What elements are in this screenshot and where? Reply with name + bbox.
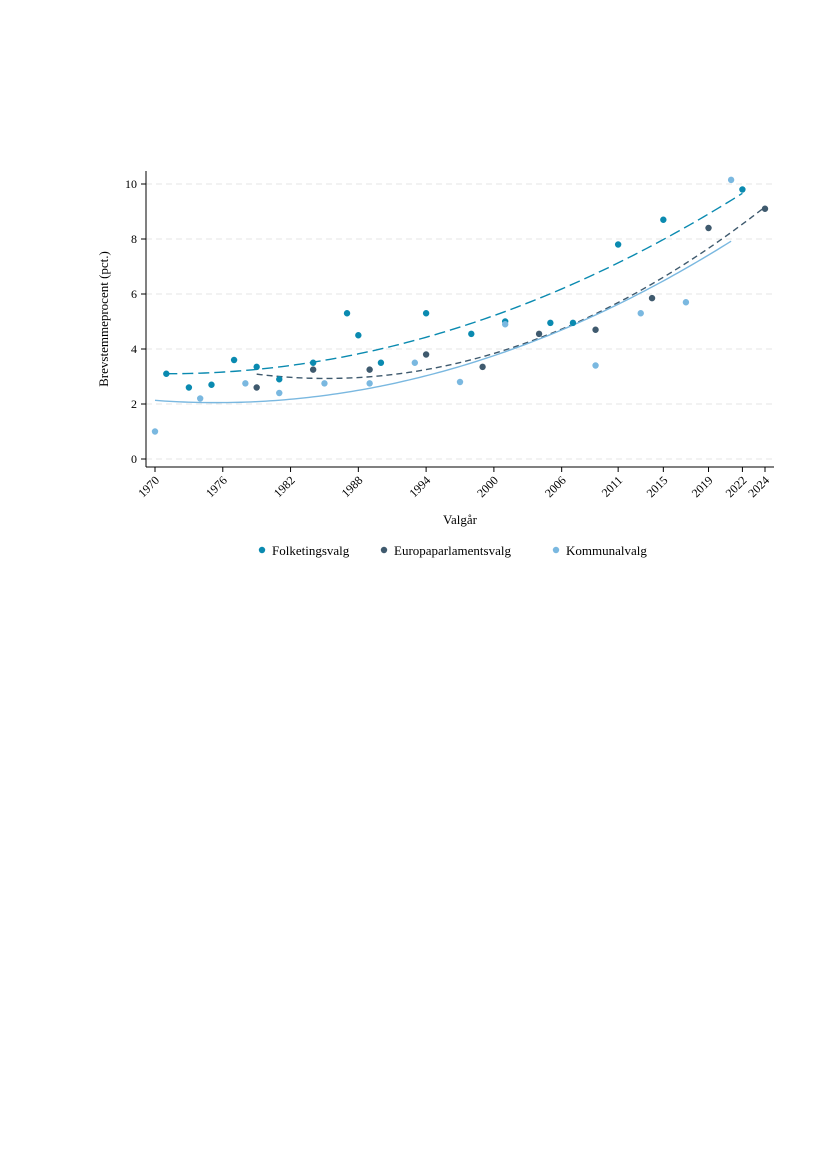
x-tick-label: 2022 bbox=[723, 473, 750, 500]
y-tick-label: 2 bbox=[131, 397, 137, 411]
data-point bbox=[309, 359, 317, 366]
y-tick-label: 4 bbox=[131, 342, 137, 356]
data-point bbox=[355, 332, 362, 339]
trend-lines bbox=[154, 192, 766, 404]
legend-label: Folketingsvalg bbox=[272, 543, 350, 558]
data-point bbox=[411, 359, 419, 366]
trend-line bbox=[154, 240, 732, 404]
data-point bbox=[705, 224, 712, 232]
data-point bbox=[648, 294, 656, 302]
data-point bbox=[366, 380, 373, 387]
data-point bbox=[422, 310, 430, 317]
legend-label: Kommunalvalg bbox=[566, 543, 647, 558]
x-tick-label: 2006 bbox=[542, 473, 569, 500]
x-tick-label: 1988 bbox=[339, 473, 366, 500]
legend: Folketingsvalg Europaparlamentsvalg Kommun… bbox=[258, 543, 647, 558]
data-point bbox=[321, 380, 328, 387]
y-tick-label: 6 bbox=[131, 287, 137, 301]
data-point bbox=[637, 310, 644, 317]
data-point bbox=[230, 356, 238, 364]
data-point bbox=[614, 241, 622, 248]
y-axis-title: Brevstemmeprocent (pct.) bbox=[96, 251, 111, 387]
x-axis-title: Valgår bbox=[443, 512, 478, 527]
x-tick-label: 1982 bbox=[271, 473, 298, 500]
x-tick-label: 2011 bbox=[599, 473, 626, 500]
y-tick-label: 8 bbox=[131, 232, 137, 246]
data-point bbox=[253, 384, 260, 391]
legend-marker bbox=[258, 546, 266, 554]
data-point bbox=[242, 380, 249, 387]
data-point bbox=[479, 363, 486, 371]
axes bbox=[145, 171, 774, 468]
data-point bbox=[276, 376, 283, 383]
data-point bbox=[185, 384, 193, 391]
data-point bbox=[208, 381, 215, 388]
trend-line bbox=[256, 206, 766, 380]
data-point bbox=[727, 176, 735, 184]
data-point bbox=[377, 359, 385, 366]
data-point bbox=[253, 363, 260, 371]
data-point bbox=[366, 366, 373, 373]
legend-marker bbox=[380, 546, 388, 554]
data-point bbox=[682, 299, 690, 306]
trend-line bbox=[166, 192, 743, 375]
data-point bbox=[739, 186, 746, 193]
x-tick-label: 1970 bbox=[135, 473, 162, 500]
data-point bbox=[276, 389, 283, 397]
data-point bbox=[501, 321, 509, 328]
legend-label: Europaparlamentsvalg bbox=[394, 543, 511, 558]
x-tick-label: 2019 bbox=[689, 473, 716, 500]
data-point bbox=[309, 366, 317, 373]
x-tick-label: 2015 bbox=[644, 473, 671, 500]
x-tick-label: 2000 bbox=[474, 473, 501, 500]
data-point bbox=[196, 395, 204, 402]
x-ticks: 1970 1976 1982 1988 1994 2000 2006 2011 2015 2019… bbox=[135, 467, 772, 500]
data-point bbox=[163, 370, 170, 377]
x-tick-label: 1994 bbox=[406, 473, 433, 500]
data-point bbox=[456, 378, 464, 386]
y-tick-label: 0 bbox=[131, 452, 137, 466]
data-point bbox=[592, 326, 599, 333]
x-tick-label: 2024 bbox=[745, 473, 772, 500]
data-point bbox=[422, 351, 430, 358]
y-tick-label: 10 bbox=[125, 177, 137, 191]
legend-marker bbox=[552, 546, 560, 554]
data-point bbox=[761, 205, 769, 212]
gridlines bbox=[146, 183, 774, 460]
data-point bbox=[569, 319, 577, 327]
data-point bbox=[547, 319, 554, 327]
data-points bbox=[151, 176, 769, 435]
y-ticks: 0 2 4 6 8 10 bbox=[125, 177, 146, 466]
data-point bbox=[151, 428, 159, 435]
data-point bbox=[592, 362, 599, 369]
data-point bbox=[343, 310, 351, 317]
data-point bbox=[468, 330, 475, 338]
data-point bbox=[660, 216, 667, 223]
x-tick-label: 1976 bbox=[203, 473, 230, 500]
data-point bbox=[535, 330, 543, 338]
